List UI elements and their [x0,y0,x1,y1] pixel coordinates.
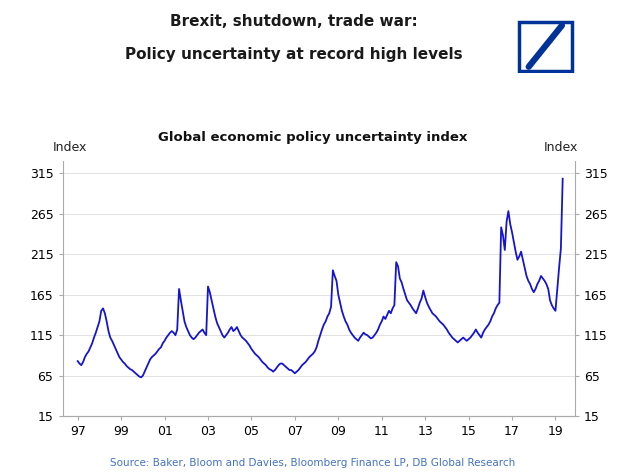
Text: Index: Index [53,141,88,154]
Text: Policy uncertainty at record high levels: Policy uncertainty at record high levels [125,47,462,62]
Text: Global economic policy uncertainty index: Global economic policy uncertainty index [158,131,468,144]
Text: Index: Index [544,141,578,154]
Text: Brexit, shutdown, trade war:: Brexit, shutdown, trade war: [170,14,418,29]
Text: Source: Baker, Bloom and Davies, Bloomberg Finance LP, DB Global Research: Source: Baker, Bloom and Davies, Bloombe… [110,458,515,468]
